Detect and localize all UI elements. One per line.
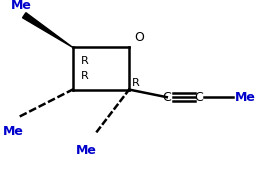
Text: C: C — [195, 91, 203, 104]
Text: Me: Me — [11, 0, 32, 12]
Text: O: O — [134, 31, 144, 44]
Text: Me: Me — [76, 144, 97, 157]
Text: R: R — [81, 56, 89, 66]
Polygon shape — [23, 13, 73, 47]
Text: Me: Me — [3, 125, 24, 138]
Text: Me: Me — [235, 91, 256, 104]
Text: R: R — [81, 71, 89, 81]
Text: C: C — [162, 91, 171, 104]
Text: R: R — [132, 78, 140, 88]
